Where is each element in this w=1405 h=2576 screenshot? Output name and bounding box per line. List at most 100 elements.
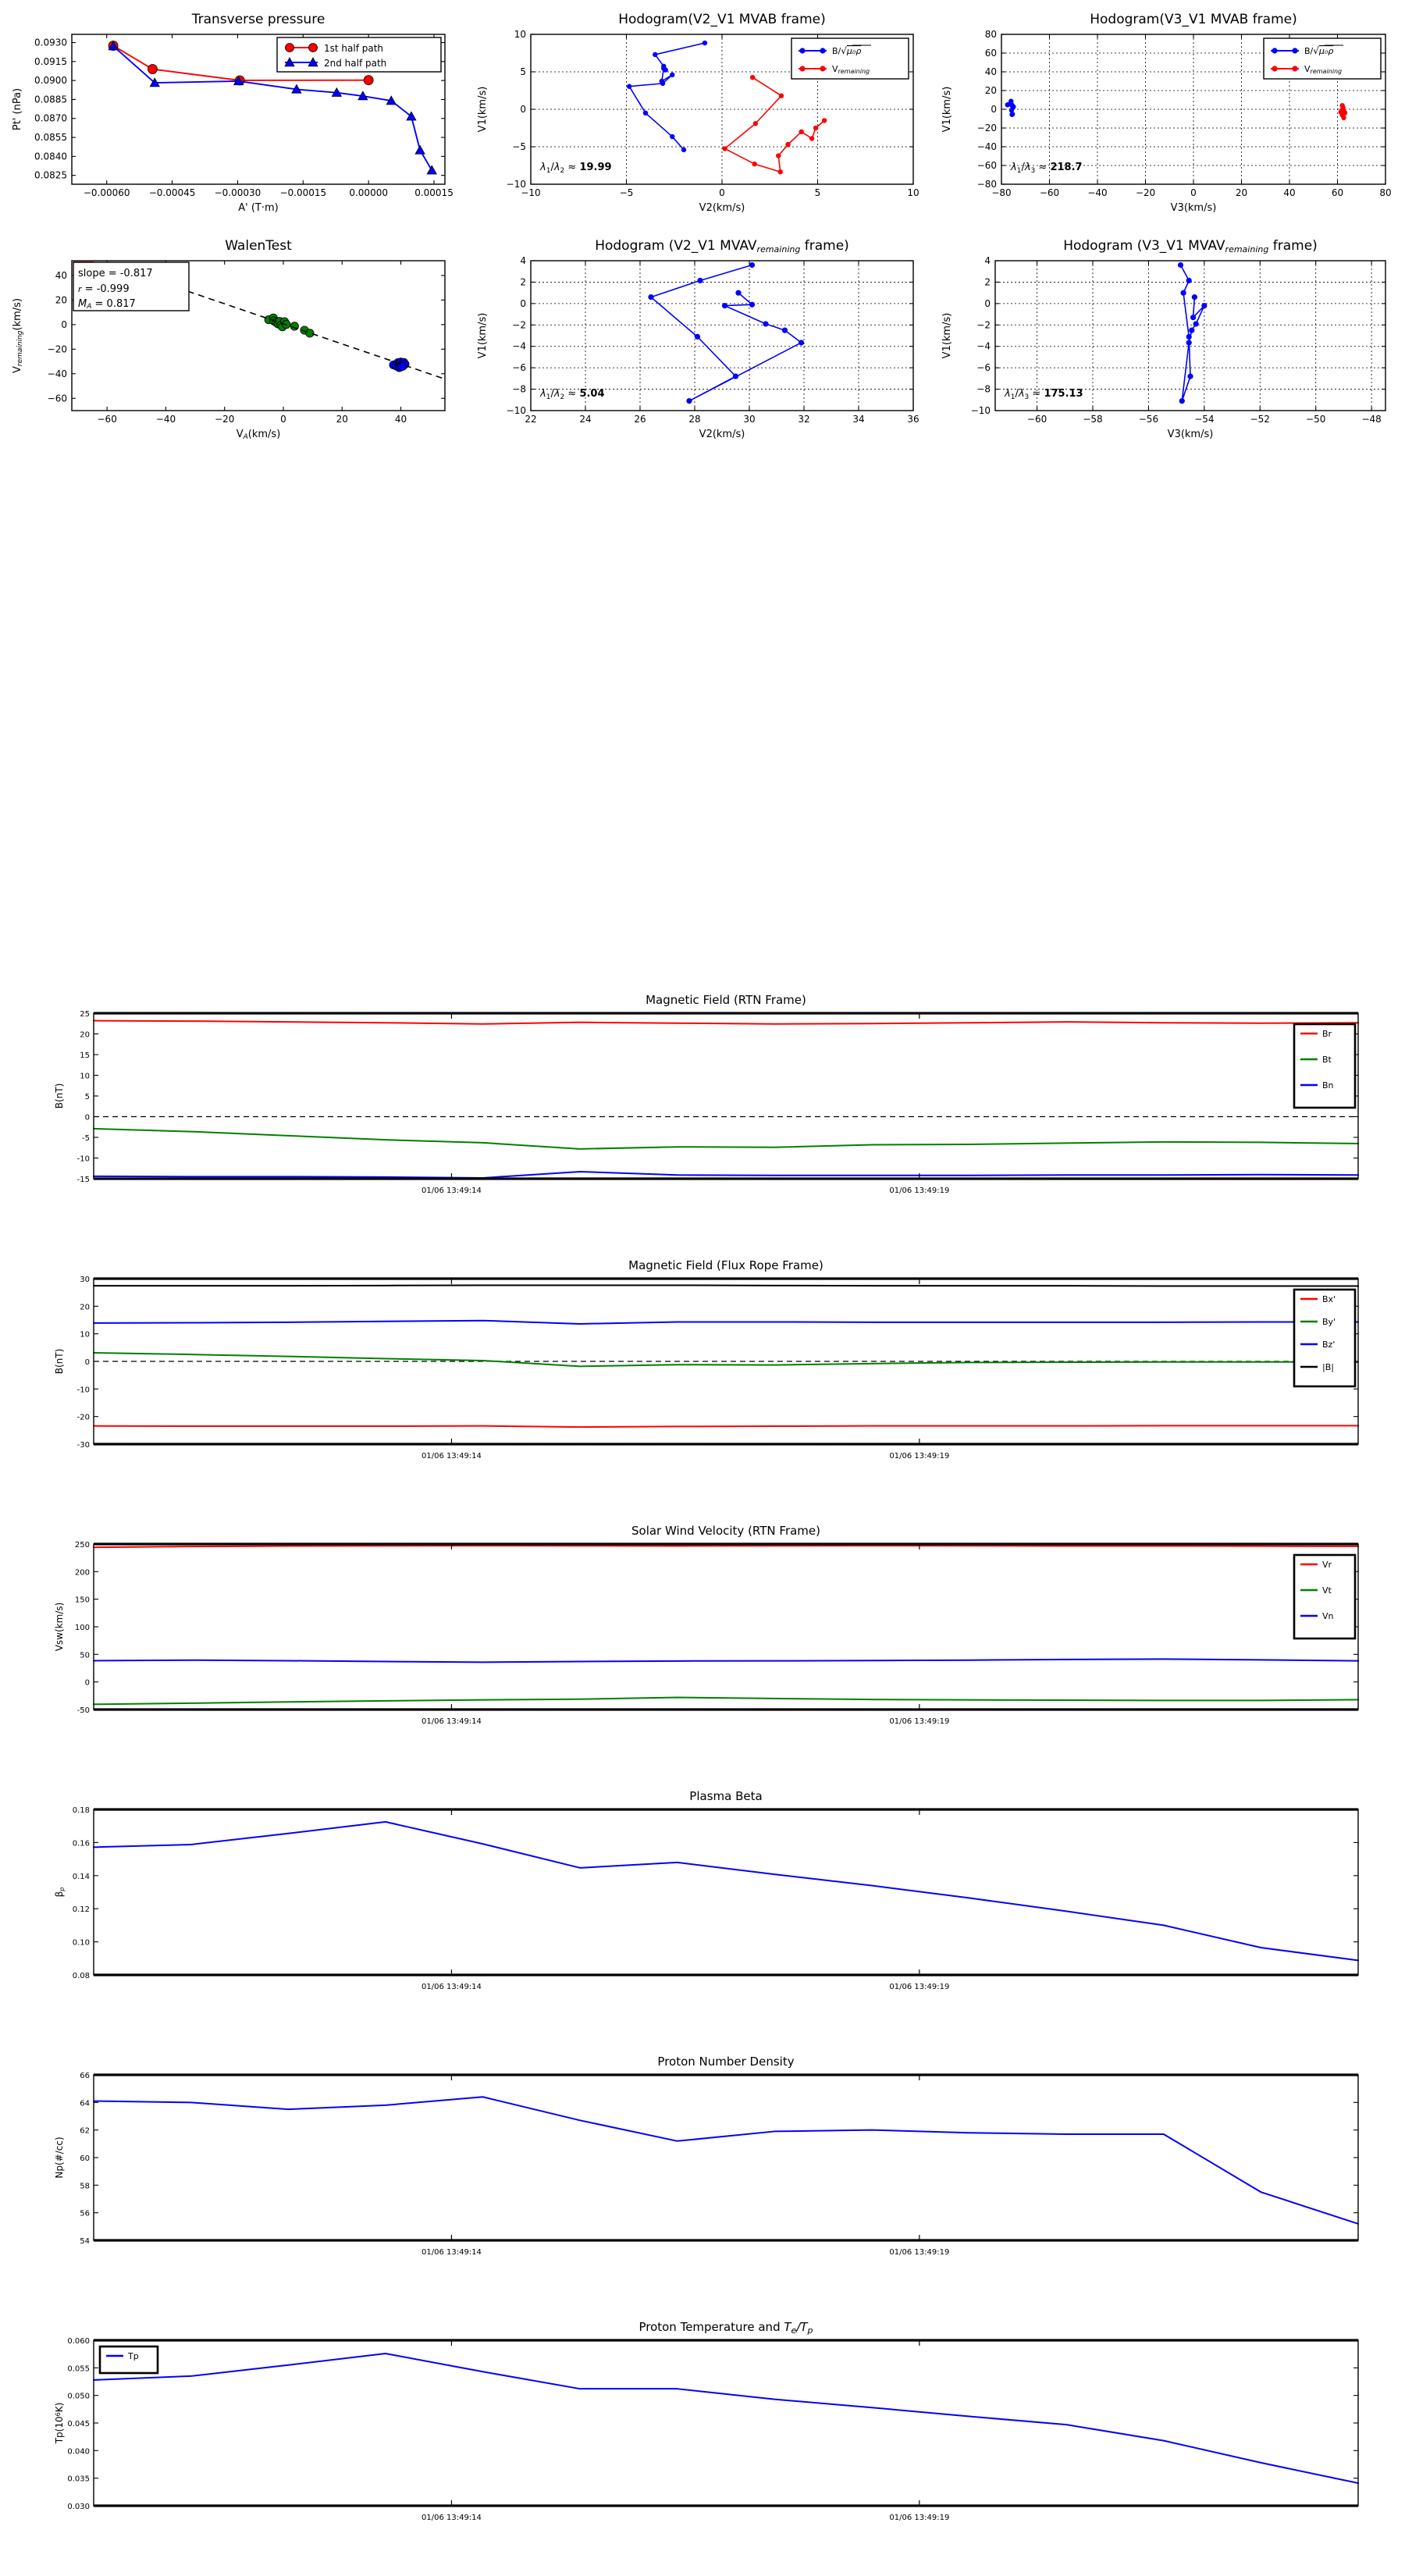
legend-label-Bx': Bx' — [1322, 1294, 1336, 1304]
ytick-label: 0.0930 — [34, 37, 67, 48]
xtick-label: 32 — [798, 414, 809, 425]
y-axis-label: V1(km/s) — [941, 313, 953, 359]
ytick-label: −80 — [977, 179, 997, 190]
data-marker — [331, 87, 343, 97]
ytick-label: 10 — [80, 1073, 90, 1081]
xtick-label: −40 — [1087, 187, 1107, 198]
ytick-label: 0.0900 — [34, 75, 67, 86]
data-marker — [1201, 303, 1208, 309]
plot-frame — [530, 260, 914, 411]
series-line-Vn — [93, 1658, 1359, 1663]
xtick-time-label: 01/06 13:49:14 — [422, 1452, 482, 1461]
legend-label-Br: Br — [1322, 1029, 1332, 1039]
data-marker — [670, 133, 675, 140]
ytick-label: −6 — [512, 362, 526, 373]
ytick-label: -30 — [77, 1441, 90, 1450]
xtick-label: −56 — [1139, 414, 1158, 425]
series-markers-0 — [1005, 98, 1016, 117]
xtick-label: −0.00030 — [215, 187, 261, 198]
series-line-Vr — [93, 1545, 1359, 1549]
series-line-|B| — [93, 1284, 1359, 1287]
panel-proton-temperature: Proton Temperature and Te/Tp 0.030 0.035 0.… — [0, 2303, 1405, 2537]
panel-hodogram-v2v1-mvab: Hodogram(V2_V1 MVAB frame) −10 −5 0 5 10 −10 −5… — [468, 6, 929, 225]
plot-frame — [93, 1543, 1359, 1710]
series-line-Br — [93, 1019, 1359, 1025]
walen-correlation: r = -0.999 — [78, 283, 130, 295]
x-axis-label: A' (T·m) — [238, 202, 278, 214]
legend-label-Bz': Bz' — [1322, 1340, 1335, 1350]
ytick-label: 0 — [520, 104, 526, 115]
data-marker — [821, 118, 827, 123]
ytick-label: 64 — [80, 2099, 90, 2108]
data-marker — [1292, 66, 1298, 72]
plot-frame — [994, 260, 1386, 411]
xtick-label: 34 — [852, 414, 864, 425]
ytick-label: 4 — [520, 255, 526, 266]
data-marker — [785, 141, 791, 148]
ytick-label: −40 — [48, 368, 67, 379]
data-marker — [1009, 112, 1016, 117]
ytick-label: −5 — [512, 141, 526, 152]
data-marker — [642, 110, 649, 116]
data-marker — [148, 64, 158, 74]
series-markers-0 — [1177, 262, 1208, 404]
series-markers-1 — [1338, 103, 1348, 120]
x-axis-label: V2(km/s) — [699, 202, 745, 214]
data-marker — [749, 301, 756, 308]
xtick-label: −48 — [1361, 414, 1381, 425]
data-marker — [820, 66, 826, 72]
ytick-label: 56 — [80, 2210, 90, 2218]
ytick-label: −4 — [512, 341, 526, 352]
ytick-label: -15 — [77, 1176, 90, 1184]
ytick-label: 58 — [80, 2182, 90, 2190]
data-marker — [694, 333, 701, 340]
panel-title: Magnetic Field (Flux Rope Frame) — [628, 1258, 823, 1272]
data-marker — [776, 153, 781, 158]
xtick-label: −20 — [1136, 187, 1155, 198]
ytick-label: 0.0825 — [34, 170, 67, 181]
xtick-label: 20 — [1236, 187, 1247, 198]
ytick-label: 0.0915 — [34, 56, 67, 67]
data-marker — [1292, 48, 1298, 54]
ytick-label: 0 — [85, 1679, 90, 1688]
xtick-label: 80 — [1379, 187, 1391, 198]
legend: B/√μ₀ρ Vremaining — [1263, 37, 1382, 80]
data-marker — [809, 136, 815, 141]
ytick-label: 66 — [80, 2072, 90, 2080]
legend-label-1st-half: 1st half path — [324, 43, 383, 54]
data-marker — [291, 84, 302, 94]
walen-alfven-mach: MA = 0.817 — [78, 298, 136, 311]
data-marker — [1177, 262, 1184, 269]
series-markers-1 — [389, 358, 410, 372]
legend-label-alfven-velocity: B/√μ₀ρ — [832, 45, 861, 56]
ytick-label: 0.035 — [67, 2475, 90, 2484]
ytick-label: 2 — [520, 276, 526, 287]
ytick-label: 4 — [984, 255, 991, 266]
xtick-label: 40 — [395, 414, 407, 425]
legend-label-v-remaining: Vremaining — [832, 64, 870, 75]
series-line-0 — [112, 44, 370, 81]
panel-transverse-pressure: Transverse pressure −0.00060 −0.00045 −0.00… — [5, 6, 457, 225]
ytick-label: 15 — [80, 1051, 90, 1060]
data-marker — [284, 57, 295, 67]
data-marker — [308, 57, 318, 67]
ytick-label: 10 — [514, 29, 526, 40]
data-marker — [1189, 327, 1195, 333]
data-marker — [1180, 290, 1186, 296]
data-marker — [750, 75, 756, 80]
ytick-label: −20 — [48, 343, 67, 354]
data-marker — [799, 129, 804, 134]
data-marker — [1179, 398, 1185, 404]
ytick-label: −2 — [512, 319, 526, 330]
ytick-label: −60 — [977, 160, 997, 171]
xtick-label: −40 — [156, 414, 176, 425]
panel-title: Hodogram (V3_V1 MVAVremaining frame) — [1063, 238, 1318, 254]
ytick-label: −10 — [507, 405, 526, 416]
ytick-label: 0.030 — [67, 2503, 90, 2511]
ytick-label: −20 — [977, 123, 997, 133]
eigenvalue-ratio-annotation: λ1/λ3 ≈ 218.7 — [1010, 162, 1083, 175]
xtick-label: 26 — [634, 414, 646, 425]
x-axis-label: VA(km/s) — [237, 429, 281, 441]
series-line-0 — [650, 264, 802, 402]
data-marker — [1186, 340, 1192, 346]
